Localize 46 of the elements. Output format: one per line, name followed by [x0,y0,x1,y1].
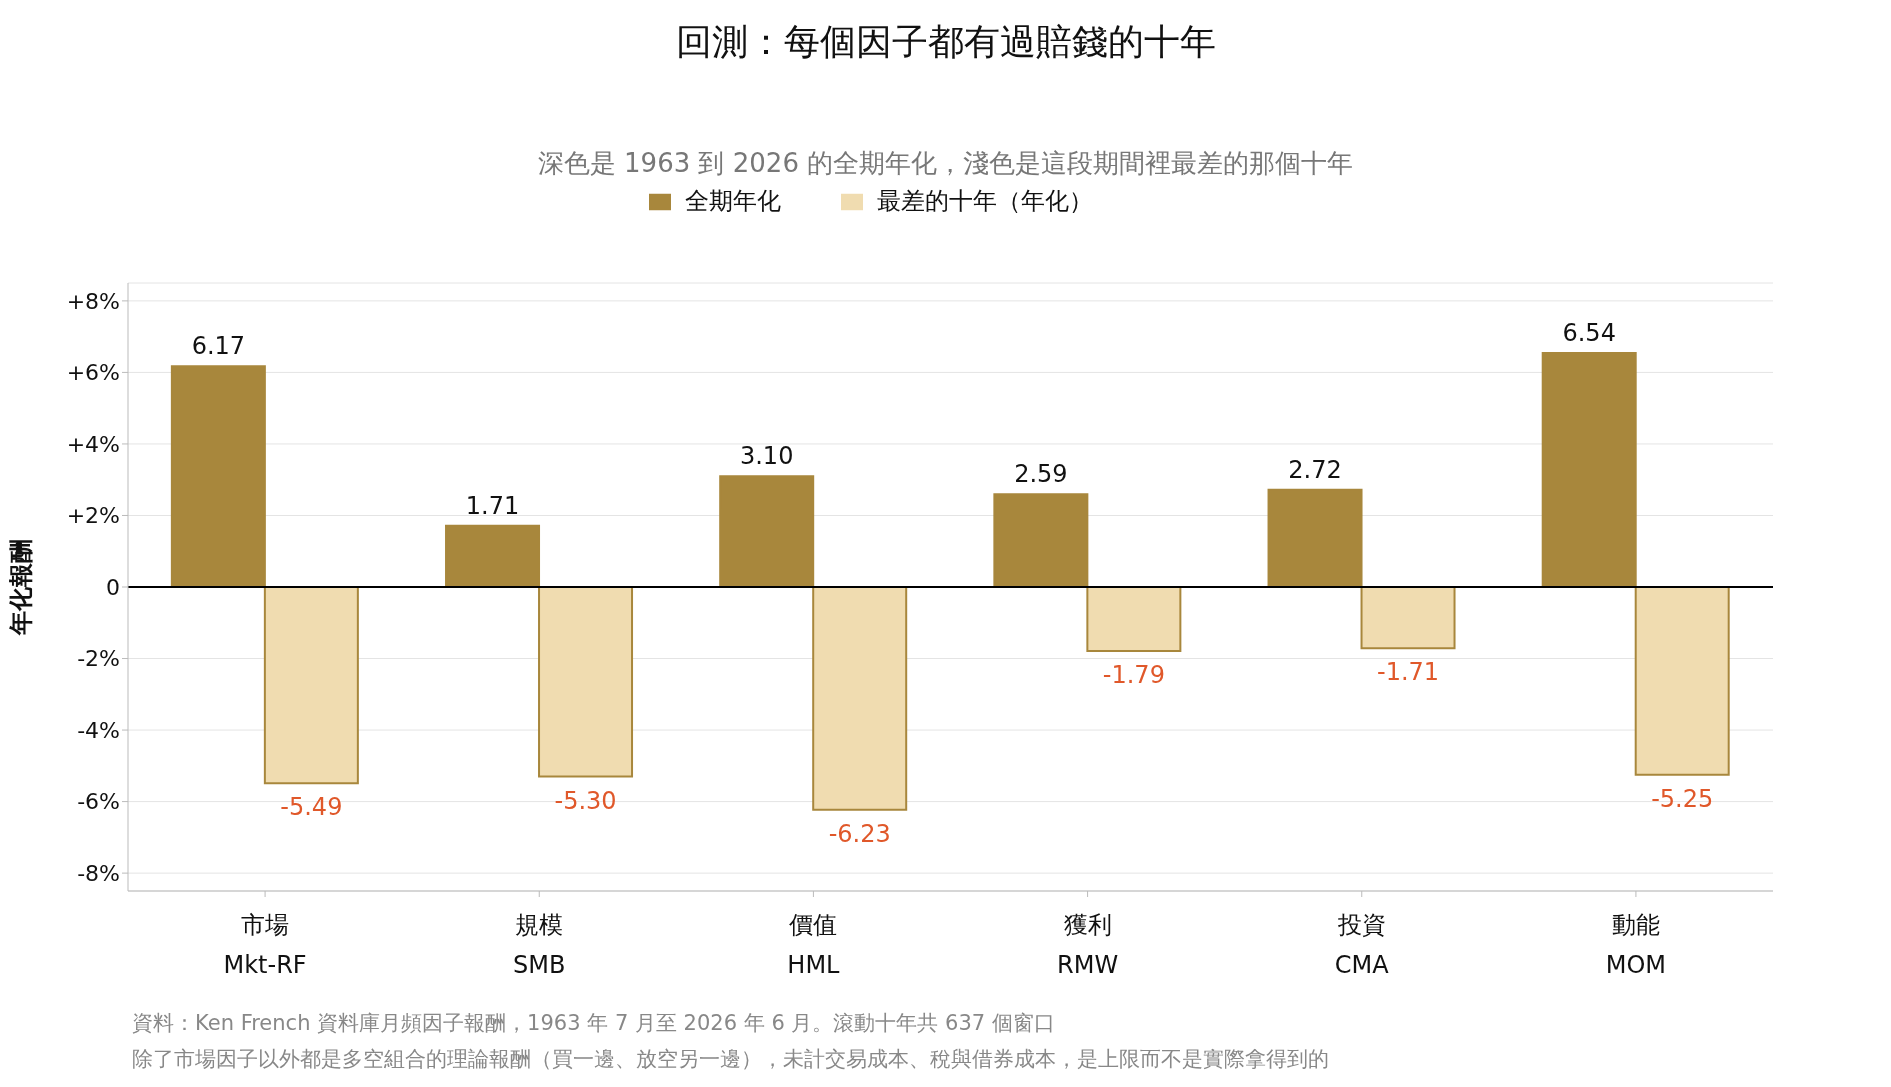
data-label: -1.79 [1102,661,1165,690]
bar [1267,488,1363,588]
y-tick-label: -4% [77,717,120,743]
bar [538,586,634,778]
y-tick-label: 0 [106,574,120,600]
y-tick-label: +2% [66,503,120,529]
x-tick-label: 規模 SMB [513,911,566,979]
chart-subtitle: 深色是 1963 到 2026 的全期年化，淺色是這段期間裡最差的那個十年 [536,147,1355,180]
text: 除了市場因子以外都是多空組合的理論報酬（買一邊、放空另一邊），未計交易成本、稅與借券成本，是上限而不是實際拿得到的 [132,1046,1330,1073]
y-tick-label: -6% [77,789,120,815]
data-label: -5.30 [554,786,617,815]
bar [1360,586,1456,650]
data-label: -5.25 [1651,784,1714,813]
data-label: 6.17 [191,332,246,361]
text: 資料：Ken French 資料庫月頻因子報酬，1963 年 7 月至 2026 年 6 月。滾動十年共 637 個窗口 [132,1010,1056,1037]
data-label: 2.59 [1014,460,1068,489]
x-tick-label: 獲利 RMW [1057,911,1119,979]
y-tick-label: +6% [66,360,120,386]
y-axis-title: 年化報酬 [6,539,35,636]
bar [812,586,908,811]
data-label: -6.23 [828,819,891,848]
bar [719,475,815,588]
bar [263,586,359,785]
bar [1086,586,1182,653]
y-tick-label: +4% [66,431,120,457]
y-tick-label: -8% [77,860,120,886]
data-label: 3.10 [739,442,794,471]
data-label: 1.71 [465,491,520,520]
y-tick-label: -2% [77,646,120,672]
bar [170,365,266,588]
x-tick-label: 價值 HML [787,911,841,979]
bar [1634,586,1730,776]
data-label: -1.71 [1376,658,1440,687]
legend-label: 最差的十年（年化） [876,187,1093,215]
bar [993,493,1089,588]
chart-title: 回測：每個因子都有過賠錢的十年 [674,20,1217,64]
data-label: 2.72 [1288,455,1342,484]
y-tick-label: +8% [66,288,120,314]
bar [445,524,541,588]
x-tick-label: 動能 MOM [1605,911,1667,979]
x-tick-label: 投資 CMA [1334,911,1390,979]
x-tick-label: 市場 Mkt-RF [223,911,307,979]
data-label: -5.49 [280,793,343,822]
data-label: 6.54 [1562,319,1616,348]
legend-label: 全期年化 [684,187,781,215]
bar [1541,352,1637,588]
